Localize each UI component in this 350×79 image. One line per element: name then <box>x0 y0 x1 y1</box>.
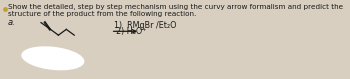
Text: 1)  RMgBr /Et₂O: 1) RMgBr /Et₂O <box>114 21 176 30</box>
Text: a.: a. <box>8 18 15 27</box>
Text: Show the detailed, step by step mechanism using the curvy arrow formalism and pr: Show the detailed, step by step mechanis… <box>8 4 343 10</box>
Ellipse shape <box>21 46 84 70</box>
Text: 2) H₃O⁺: 2) H₃O⁺ <box>116 27 147 36</box>
Text: structure of the product from the following reaction.: structure of the product from the follow… <box>8 11 196 17</box>
